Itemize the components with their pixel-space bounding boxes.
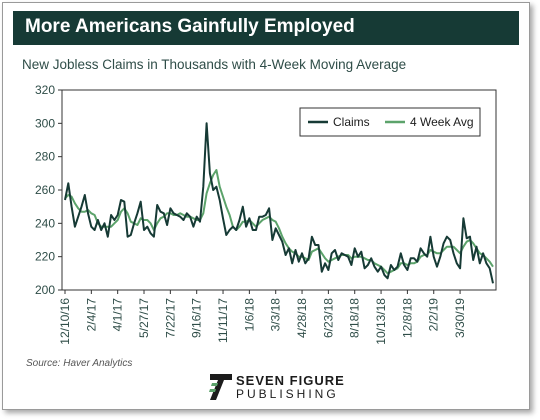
y-tick-label: 240: [35, 216, 55, 230]
x-tick-label: 3/30/19: [453, 298, 467, 338]
x-tick-label: 3/3/18: [269, 298, 283, 332]
y-tick-label: 260: [35, 183, 55, 197]
brand-logo: SEVEN FIGURE PUBLISHING: [208, 372, 368, 404]
seven-figure-logo-icon: [209, 374, 232, 400]
y-tick-label: 320: [35, 83, 55, 97]
avg-line: [64, 169, 494, 275]
x-tick-label: 12/10/16: [58, 298, 72, 345]
claims-line: [64, 122, 494, 284]
brand-line-1: SEVEN FIGURE: [236, 373, 345, 388]
x-tick-label: 8/18/18: [348, 298, 362, 338]
x-tick-label: 5/27/17: [137, 298, 151, 338]
legend-label-claims: Claims: [333, 115, 370, 129]
x-tick-label: 2/4/17: [84, 298, 98, 332]
x-tick-label: 11/11/17: [216, 298, 230, 343]
chart-subtitle: New Jobless Claims in Thousands with 4-W…: [22, 57, 407, 72]
x-tick-label: 9/16/17: [190, 298, 204, 338]
x-tick-label: 6/23/18: [321, 298, 335, 338]
y-tick-label: 200: [35, 283, 55, 297]
source-note: Source: Haver Analytics: [26, 358, 133, 369]
chart-title: More Americans Gainfully Employed: [25, 16, 355, 37]
title-bar: More Americans Gainfully Employed: [13, 11, 519, 45]
x-tick-label: 2/2/19: [427, 298, 441, 332]
x-tick-label: 12/8/18: [400, 298, 414, 338]
legend-label-avg: 4 Week Avg: [410, 115, 474, 129]
y-tick-label: 220: [35, 250, 55, 264]
x-tick-label: 10/13/18: [374, 298, 388, 345]
chart-card: More Americans Gainfully Employed: [2, 2, 530, 410]
x-tick-label: 4/1/17: [111, 298, 125, 332]
x-tick-label: 1/6/18: [242, 298, 256, 332]
y-tick-label: 300: [35, 116, 55, 130]
y-tick-label: 280: [35, 150, 55, 164]
brand-line-2: PUBLISHING: [236, 387, 339, 401]
x-tick-label: 4/28/18: [295, 298, 309, 338]
x-tick-label: 7/22/17: [163, 298, 177, 338]
